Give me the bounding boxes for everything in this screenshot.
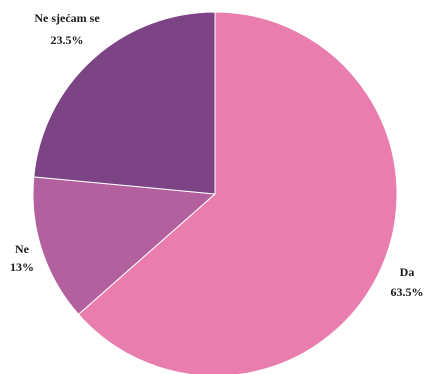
slice-percent-label: 23.5% [51, 33, 84, 47]
pie-slice-ne-sje-am-se [33, 11, 216, 195]
slice-category-label: Ne [15, 242, 30, 256]
slice-percent-label: 13% [10, 260, 34, 274]
pie-labels: Da 63.5% Ne 13% Ne sjećam se 23.5% [10, 11, 424, 299]
pie-slices [32, 11, 398, 374]
pie-label-da: Da 63.5% [391, 265, 424, 299]
slice-percent-label: 63.5% [391, 285, 424, 299]
pie-label-ne: Ne 13% [10, 242, 34, 274]
pie-slice-da [77, 11, 398, 374]
slice-category-label: Da [400, 265, 415, 279]
slice-category-label: Ne sjećam se [34, 11, 100, 25]
pie-label-ne-sje-am-se: Ne sjećam se 23.5% [34, 11, 100, 47]
pie-slice-ne [32, 176, 217, 316]
